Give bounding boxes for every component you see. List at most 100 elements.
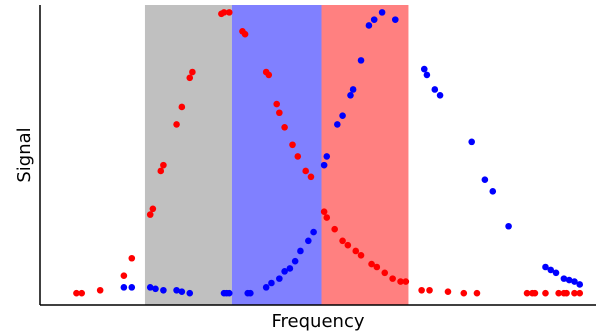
- point-series1-7: [149, 205, 157, 213]
- point-series1-32: [344, 241, 352, 249]
- point-series2-2: [128, 284, 136, 291]
- point-series2-28: [349, 86, 357, 93]
- x-axis-label: Frequency: [272, 311, 365, 332]
- point-series1-40: [402, 278, 410, 285]
- point-series2-29: [357, 57, 365, 64]
- point-series2-39: [481, 176, 489, 183]
- point-series1-53: [571, 289, 578, 297]
- point-series1-45: [473, 289, 481, 297]
- point-series2-48: [576, 281, 584, 288]
- point-series2-1: [120, 284, 128, 291]
- point-series1-52: [563, 289, 570, 297]
- point-series1-6: [146, 211, 154, 218]
- point-series2-41: [505, 222, 512, 230]
- point-series1-48: [531, 289, 539, 297]
- point-series2-27: [347, 92, 354, 99]
- point-series2-13: [247, 289, 254, 297]
- point-series1-30: [331, 225, 338, 233]
- point-series2-20: [297, 247, 304, 255]
- point-series1-18: [241, 30, 249, 38]
- point-series1-10: [173, 121, 180, 128]
- point-series2-16: [276, 275, 283, 282]
- point-series1-23: [281, 124, 288, 131]
- point-series2-34: [420, 65, 428, 73]
- point-series1-4: [120, 272, 128, 280]
- point-series1-16: [225, 9, 233, 16]
- point-series2-37: [436, 92, 444, 99]
- point-series1-9: [160, 161, 167, 169]
- point-series2-7: [178, 288, 186, 296]
- point-series1-15: [220, 9, 228, 16]
- point-series1-42: [426, 286, 433, 294]
- point-series1-49: [542, 289, 549, 297]
- point-series2-19: [291, 257, 299, 265]
- point-series1-34: [357, 252, 365, 259]
- shaded-band-3: [321, 5, 409, 305]
- shaded-bands: [144, 5, 409, 305]
- point-series2-11: [225, 289, 233, 297]
- point-series2-46: [565, 276, 573, 284]
- point-series1-25: [294, 153, 302, 160]
- point-series1-5: [128, 254, 136, 262]
- point-series2-4: [152, 285, 159, 293]
- point-series2-24: [323, 153, 331, 160]
- point-series1-39: [397, 278, 404, 285]
- point-series1-44: [460, 289, 468, 297]
- point-series1-35: [368, 260, 375, 268]
- point-series1-13: [189, 68, 196, 76]
- point-series1-27: [307, 173, 315, 181]
- point-series2-33: [391, 16, 399, 23]
- point-series2-23: [320, 161, 328, 169]
- point-series2-45: [560, 275, 568, 282]
- point-series2-21: [305, 237, 312, 245]
- point-series1-31: [339, 237, 346, 245]
- point-series1-37: [381, 269, 389, 277]
- point-series2-35: [423, 71, 431, 79]
- point-series1-54: [576, 289, 584, 297]
- point-series2-22: [310, 228, 317, 236]
- point-series2-32: [378, 9, 386, 16]
- point-series1-43: [444, 288, 452, 296]
- point-series1-22: [276, 109, 283, 117]
- point-series1-8: [157, 167, 165, 175]
- shaded-band-2: [231, 5, 322, 305]
- point-series1-11: [178, 103, 186, 111]
- point-series1-2: [78, 289, 86, 297]
- point-series1-33: [352, 247, 360, 255]
- point-series2-8: [186, 289, 194, 297]
- point-series2-3: [146, 284, 154, 291]
- point-series1-20: [265, 71, 273, 79]
- point-series2-31: [370, 16, 378, 23]
- point-series2-25: [334, 121, 341, 128]
- point-series2-30: [365, 22, 373, 29]
- point-series1-24: [289, 141, 296, 149]
- point-series2-6: [173, 286, 180, 294]
- point-series2-42: [542, 263, 549, 271]
- point-series2-43: [547, 266, 555, 274]
- point-series2-15: [268, 279, 275, 287]
- point-series1-36: [373, 263, 381, 271]
- point-series2-14: [262, 284, 270, 291]
- point-series2-26: [339, 112, 346, 119]
- point-series1-41: [418, 286, 425, 294]
- point-series1-50: [555, 289, 562, 297]
- data-points: [73, 9, 584, 297]
- shaded-band-1: [144, 5, 232, 305]
- point-series2-36: [431, 86, 439, 93]
- point-series1-21: [273, 100, 281, 108]
- point-series2-18: [286, 265, 294, 272]
- point-series1-12: [186, 74, 194, 82]
- point-series2-38: [468, 138, 475, 146]
- point-series2-5: [160, 286, 167, 294]
- point-series1-28: [320, 208, 328, 215]
- point-series1-26: [302, 167, 309, 175]
- point-series2-44: [552, 269, 560, 277]
- point-series2-40: [489, 188, 497, 195]
- point-series1-1: [73, 289, 80, 297]
- point-series2-47: [571, 278, 578, 285]
- point-series1-3: [96, 286, 104, 294]
- point-series2-17: [281, 268, 288, 275]
- point-series1-38: [389, 275, 396, 282]
- point-series1-46: [523, 289, 531, 297]
